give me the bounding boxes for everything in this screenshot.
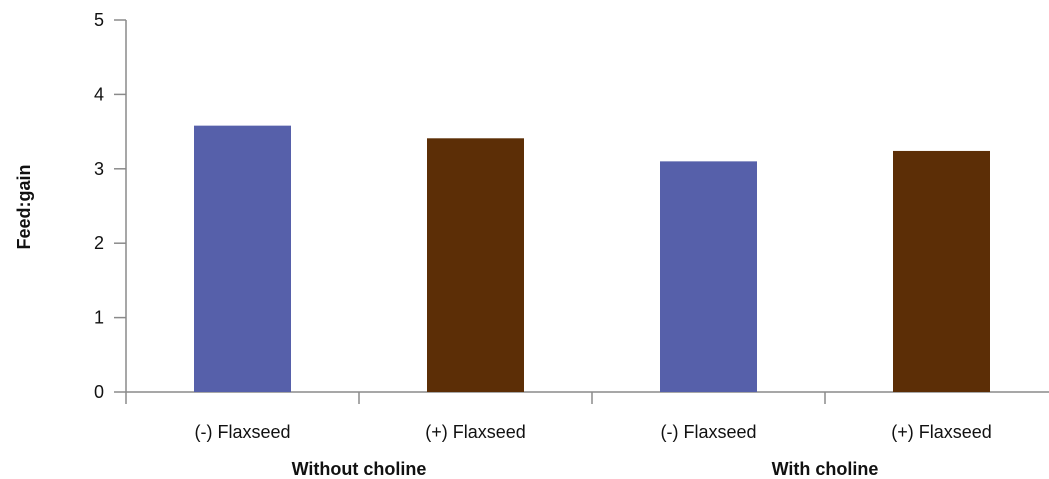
- y-tick-label: 3: [94, 159, 104, 179]
- bar-2: [427, 138, 524, 392]
- y-tick-label: 2: [94, 233, 104, 253]
- category-label: (+) Flaxseed: [425, 422, 526, 442]
- category-label: (-) Flaxseed: [660, 422, 756, 442]
- group-label: With choline: [772, 459, 879, 479]
- y-tick-label: 5: [94, 10, 104, 30]
- bars: [194, 125, 990, 392]
- group-label: Without choline: [292, 459, 427, 479]
- bar-1: [194, 125, 291, 392]
- y-tick-label: 0: [94, 382, 104, 402]
- bar-4: [893, 150, 990, 392]
- y-axis-label: Feed:gain: [14, 164, 34, 249]
- category-label: (-) Flaxseed: [194, 422, 290, 442]
- y-tick-label: 1: [94, 308, 104, 328]
- category-label: (+) Flaxseed: [891, 422, 992, 442]
- y-tick-label: 4: [94, 84, 104, 104]
- bar-3: [660, 161, 757, 392]
- labels: 0 1 2 3 4 5 (-) Flaxseed (+) Flaxseed (-) Flaxse…: [94, 10, 992, 479]
